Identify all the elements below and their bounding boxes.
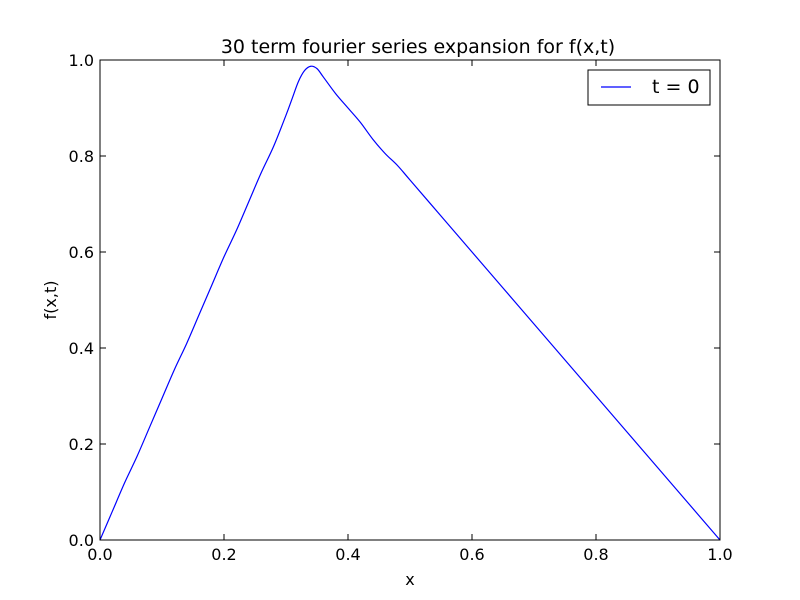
y-tick-label: 0.8 xyxy=(69,147,94,166)
y-tick-label: 0.6 xyxy=(69,243,94,262)
series-line-0 xyxy=(100,65,720,540)
x-axis-label: x xyxy=(405,570,414,589)
y-tick-label: 0.4 xyxy=(69,339,94,358)
y-tick-label: 0.0 xyxy=(69,531,94,550)
x-tick-label: 0.2 xyxy=(211,545,236,564)
x-tick-label: 0.6 xyxy=(459,545,484,564)
y-axis-label: f(x,t) xyxy=(41,281,60,320)
legend: t = 0 xyxy=(587,69,711,106)
plot-background xyxy=(100,60,720,540)
series-layer xyxy=(100,65,720,540)
chart-title: 30 term fourier series expansion for f(x… xyxy=(221,36,615,58)
x-tick-label: 0.4 xyxy=(335,545,360,564)
x-tick-label: 0.0 xyxy=(87,545,112,564)
y-tick-label: 1.0 xyxy=(69,51,94,70)
x-axis-ticks: 0.0 0.2 0.4 0.6 0.8 1.0 xyxy=(87,60,733,564)
y-tick-label: 0.2 xyxy=(69,435,94,454)
x-tick-label: 1.0 xyxy=(707,545,732,564)
axes-frame xyxy=(99,59,721,541)
y-axis-ticks: 0.0 0.2 0.4 0.6 0.8 1.0 xyxy=(69,51,720,550)
x-tick-label: 0.8 xyxy=(583,545,608,564)
legend-label-t0: t = 0 xyxy=(652,76,700,98)
plot-area: 0.0 0.2 0.4 0.6 0.8 1.0 0.0 0.2 0.4 0.6 0.8 1.0 xyxy=(69,51,733,564)
